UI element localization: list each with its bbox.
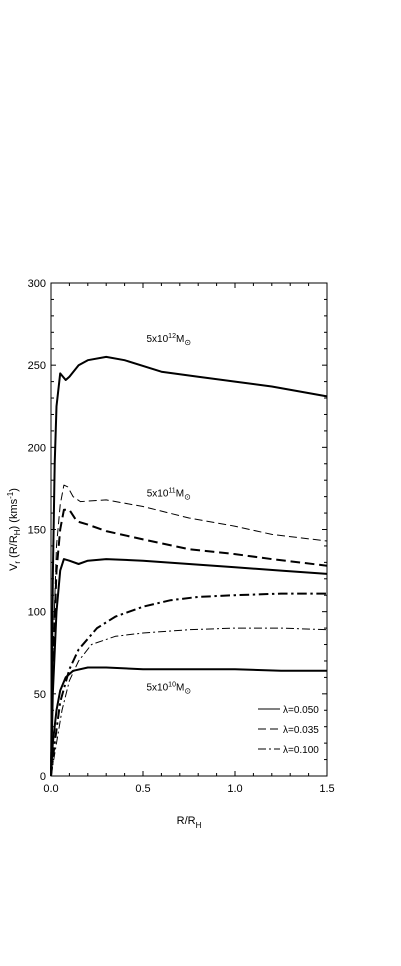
y-tick-label: 200 (28, 442, 46, 454)
series-line-7 (50, 666, 327, 777)
series-line-3 (50, 508, 328, 777)
y-tick-label: 50 (34, 689, 46, 701)
series-line-1 (50, 355, 328, 777)
ticks-layer (50, 282, 328, 777)
mass-annotation-2: 5x1011M⊙ (147, 488, 191, 502)
y-axis-title: Vr (R/RH) (kms-1) (6, 488, 22, 571)
mass-annotation-1: 5x1012M⊙ (146, 333, 191, 347)
y-tick-label: 150 (28, 525, 46, 537)
x-tick-label: 1.5 (319, 783, 334, 795)
series-line-4 (50, 558, 328, 777)
series-line-6 (50, 627, 328, 777)
series-line-5 (50, 592, 327, 777)
x-tick-label: 0.0 (43, 783, 58, 795)
annotations-layer: 5x1012M⊙ 5x1011M⊙ 5x1010M⊙ (146, 333, 191, 695)
legend-label-solid: λ=0.050 (283, 705, 319, 716)
y-tick-label: 100 (28, 607, 46, 619)
mass-annotation-3: 5x1010M⊙ (146, 682, 191, 696)
labels-layer: 0 50 100 150 200 250 300 0.0 0.5 1.0 1.5 R/RH Vr (R/… (6, 278, 335, 830)
series-layer (50, 355, 328, 777)
y-tick-label: 250 (28, 360, 46, 372)
legend-label-dashed: λ=0.035 (283, 725, 319, 736)
x-axis-title: R/RH (177, 815, 202, 830)
y-tick-label: 300 (28, 278, 46, 290)
x-tick-label: 1.0 (227, 783, 242, 795)
legend: λ=0.050 λ=0.035 λ=0.100 (258, 705, 319, 756)
y-tick-label: 0 (40, 771, 46, 783)
legend-label-dashdot: λ=0.100 (283, 745, 319, 756)
plot-frame (50, 282, 328, 777)
x-tick-label: 0.5 (135, 783, 150, 795)
